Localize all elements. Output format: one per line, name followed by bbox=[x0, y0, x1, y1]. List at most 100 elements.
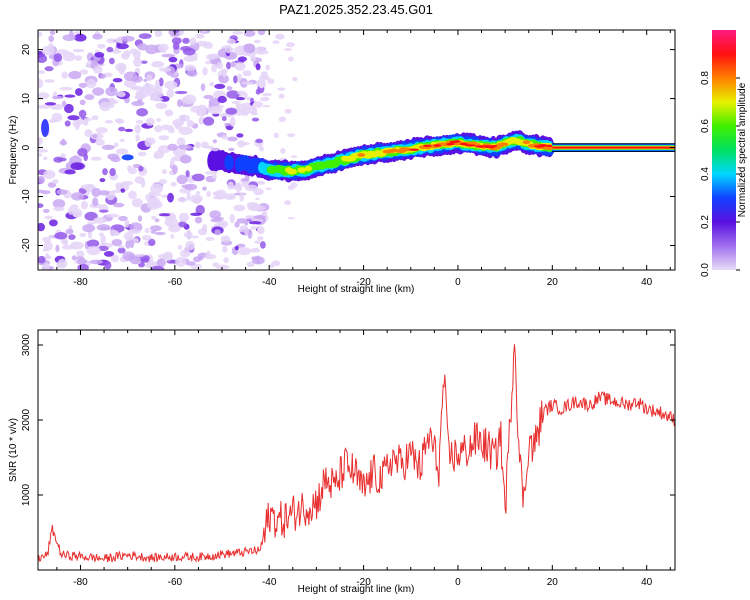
noise-blob bbox=[157, 145, 170, 154]
noise-blob bbox=[178, 114, 190, 122]
noise-blob bbox=[38, 70, 46, 74]
noise-blob bbox=[186, 119, 195, 128]
noise-blob bbox=[228, 147, 235, 152]
noise-blob bbox=[98, 232, 104, 237]
noise-blob bbox=[117, 247, 126, 254]
noise-blob bbox=[111, 254, 119, 263]
noise-blob bbox=[212, 195, 226, 200]
noise-blob bbox=[172, 164, 178, 175]
noise-blob bbox=[284, 200, 291, 206]
noise-blob bbox=[149, 97, 164, 102]
noise-blob bbox=[161, 169, 168, 175]
noise-blob bbox=[44, 255, 52, 260]
noise-blob bbox=[44, 102, 57, 106]
noise-blob bbox=[84, 94, 95, 101]
noise-blob bbox=[110, 229, 119, 236]
snr-y-ticks: 1000 2000 3000 bbox=[21, 333, 675, 506]
noise-blob bbox=[241, 81, 254, 85]
noise-blob bbox=[273, 132, 279, 138]
noise-blob bbox=[234, 221, 240, 228]
noise-blob bbox=[218, 74, 229, 84]
noise-blob bbox=[62, 51, 76, 62]
noise-blob bbox=[65, 228, 74, 235]
noise-blob bbox=[212, 191, 222, 196]
noise-blob bbox=[158, 135, 170, 141]
noise-blob bbox=[137, 215, 143, 222]
noise-blob bbox=[206, 250, 211, 257]
noise-blob bbox=[251, 117, 260, 122]
noise-blob bbox=[222, 116, 227, 122]
track-segment bbox=[224, 154, 234, 171]
noise-blob bbox=[260, 71, 269, 79]
noise-blob bbox=[93, 217, 107, 224]
noise-blob bbox=[125, 240, 131, 249]
noise-blob bbox=[257, 30, 266, 36]
noise-blob bbox=[38, 175, 46, 185]
noise-blob bbox=[80, 184, 95, 190]
noise-blob bbox=[84, 211, 98, 221]
noise-blob bbox=[140, 257, 150, 263]
noise-blob bbox=[146, 200, 160, 210]
noise-blob bbox=[206, 54, 216, 61]
noise-blob bbox=[118, 215, 128, 222]
noise-blob bbox=[61, 100, 67, 107]
noise-blob bbox=[154, 30, 163, 37]
noise-blob bbox=[278, 93, 285, 99]
noise-blob bbox=[222, 246, 228, 253]
noise-blob bbox=[71, 192, 84, 201]
snr-frame bbox=[37, 329, 676, 571]
noise-blob bbox=[206, 190, 212, 198]
spectrogram-frame bbox=[37, 29, 676, 271]
track-segment bbox=[357, 153, 366, 157]
noise-blob bbox=[185, 170, 190, 178]
noise-blob bbox=[133, 57, 142, 67]
noise-blob bbox=[105, 86, 118, 97]
noise-blob bbox=[71, 255, 77, 261]
noise-blob bbox=[154, 125, 163, 133]
noise-blob bbox=[136, 108, 149, 117]
colorbar: 0.0 0.2 0.4 0.6 0.8 Normalized spectral ampl… bbox=[700, 30, 748, 277]
noise-blob bbox=[229, 116, 236, 127]
noise-blob bbox=[52, 199, 66, 209]
y-tick-label: 20 bbox=[21, 44, 32, 56]
noise-blob bbox=[257, 236, 264, 241]
noise-blob bbox=[203, 41, 214, 49]
noise-blob bbox=[224, 122, 231, 127]
noise-blob bbox=[160, 96, 170, 102]
noise-blob bbox=[212, 262, 220, 268]
noise-blob bbox=[209, 210, 221, 219]
noise-blob bbox=[176, 174, 188, 185]
noise-blob bbox=[179, 249, 191, 258]
noise-blob bbox=[146, 74, 153, 82]
noise-blob bbox=[178, 212, 190, 222]
noise-blob bbox=[237, 56, 247, 62]
noise-blob bbox=[255, 138, 263, 144]
noise-blob bbox=[86, 78, 97, 89]
noise-blob bbox=[250, 247, 261, 253]
noise-blob bbox=[109, 57, 115, 65]
track-segment bbox=[403, 147, 412, 152]
noise-blob bbox=[290, 155, 298, 159]
noise-blob bbox=[87, 221, 96, 225]
noise-blob bbox=[261, 211, 268, 216]
noise-blob bbox=[52, 179, 59, 184]
noise-blob bbox=[189, 37, 197, 46]
noise-blob bbox=[90, 156, 102, 161]
noise-blob bbox=[179, 154, 192, 164]
noise-blob bbox=[70, 162, 84, 171]
noise-blob bbox=[237, 142, 251, 146]
noise-blob bbox=[98, 190, 110, 196]
spectrogram-x-label: Height of straight line (km) bbox=[298, 284, 415, 295]
noise-blob bbox=[123, 232, 134, 241]
track-segment bbox=[286, 168, 298, 175]
noise-blob bbox=[128, 190, 137, 200]
noise-blob bbox=[114, 142, 119, 148]
noise-blob bbox=[245, 184, 258, 192]
noise-blob bbox=[227, 136, 238, 142]
noise-blob bbox=[124, 219, 130, 228]
noise-blob bbox=[38, 189, 45, 193]
noise-blob bbox=[92, 87, 105, 96]
snr-y-label: SNR (10 * v/v) bbox=[8, 418, 19, 482]
noise-blob bbox=[265, 187, 272, 190]
noise-blob bbox=[168, 56, 178, 63]
